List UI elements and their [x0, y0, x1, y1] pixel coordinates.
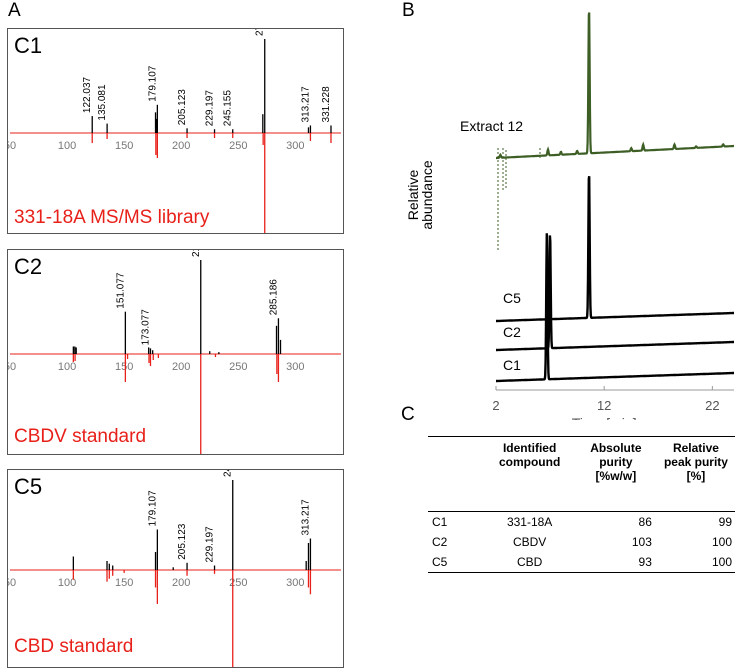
mz-tick-label: 50 [8, 361, 16, 373]
trace-label: Extract 12 [460, 118, 523, 134]
table-header-row: Identified compound Absolute purity [%w/… [428, 436, 735, 512]
spectrum-plot-c2: 50 100 150 200 250 300 151.077 173.077 217.123 28… [8, 250, 341, 454]
peak-mz-label: 179.107 [147, 65, 158, 102]
purity-table-container: Identified compound Absolute purity [%w/… [428, 436, 735, 573]
spectrum-title-c1: C1 [14, 33, 43, 58]
peak-mz-label: 217.123 [191, 250, 202, 257]
mz-tick-label: 150 [115, 361, 133, 373]
spectrum-title-c2: C2 [14, 254, 43, 279]
mz-tick-label: 200 [172, 140, 190, 152]
peak-mz-label: 229.197 [205, 526, 216, 563]
spectrum-panel-c1: 50 100 150 200 250 300 122.037 135.081 179.107 20… [7, 28, 344, 234]
mz-tick-label: 100 [58, 361, 76, 373]
mz-tick-label: 250 [229, 140, 247, 152]
peak-mz-label: 331.228 [321, 86, 332, 123]
peak-mz-label: 135.081 [97, 84, 108, 121]
peak-mz-label: 229.197 [205, 90, 216, 127]
purity-table: Identified compound Absolute purity [%w/… [428, 436, 735, 573]
peak-mz-label: 245.155 [223, 90, 234, 127]
chromatogram-trace [496, 233, 734, 383]
table-cell-id: C5 [428, 552, 484, 573]
table-cell-absolute-purity: 103 [631, 535, 652, 549]
table-cell-compound: CBDV [512, 535, 547, 549]
abundance-axis-label-line1: Relative [405, 170, 421, 221]
table-cell-compound: 331-18A [506, 515, 553, 529]
mz-tick-label: 300 [286, 577, 304, 589]
chromatogram-trace [496, 235, 734, 352]
table-cell-relative-purity: 100 [711, 535, 732, 549]
mz-tick-label: 100 [58, 140, 76, 152]
spectrum-footer-c2: CBDV standard [14, 426, 147, 447]
table-header-compound: Identified compound [483, 436, 576, 512]
spectrum-footer-c1: 331-18A MS/MS library [14, 207, 210, 228]
table-row: C5 CBD 93 100 [428, 552, 735, 573]
panel-label-a: A [8, 0, 21, 21]
table-cell-id: C2 [432, 535, 448, 549]
peak-mz-label: 205.123 [177, 89, 188, 126]
mz-tick-label: 300 [286, 361, 304, 373]
mz-tick-label: 50 [8, 577, 16, 589]
spectrum-plot-c1: 50 100 150 200 250 300 122.037 135.081 179.107 20… [8, 29, 341, 233]
abundance-axis-label-line2: abundance [419, 160, 435, 230]
mz-tick-label: 100 [58, 577, 76, 589]
chromatogram-plot: Extract 12 C5 C2 C1 2 12 22 Time [min] Relativea… [405, 12, 734, 420]
table-header-relative-purity: Relative peak purity [%] [655, 436, 735, 512]
table-cell-absolute-purity: 86 [638, 515, 652, 529]
peak-mz-label: 205.123 [177, 523, 188, 560]
peak-mz-label: 313.217 [300, 86, 311, 123]
trace-label: C2 [503, 324, 521, 340]
table-header-absolute-purity: Absolute purity [%w/w] [575, 436, 656, 512]
mz-tick-label: 300 [286, 140, 304, 152]
peak-mz-label: 273.186 [255, 29, 266, 36]
trace-label: C5 [503, 290, 521, 306]
panel-label-b: B [402, 0, 415, 21]
peak-mz-label: 179.107 [147, 490, 158, 527]
spectrum-title-c5: C5 [14, 474, 43, 499]
peak-mz-label: 173.077 [140, 309, 151, 346]
time-tick-label: 12 [597, 398, 611, 413]
spectrum-plot-c5: 50 100 150 200 250 300 179.107 205.123 229.197 24… [8, 470, 341, 667]
table-cell-id: C1 [432, 515, 448, 529]
panel-label-c: C [401, 404, 415, 425]
mz-tick-label: 150 [115, 577, 133, 589]
mz-tick-label: 50 [8, 140, 16, 152]
chromatogram-trace [496, 12, 734, 160]
peak-mz-label: 285.186 [268, 279, 279, 316]
mz-tick-label: 150 [115, 140, 133, 152]
table-row: C2 CBDV 103 100 [428, 532, 735, 552]
mz-tick-label: 250 [229, 361, 247, 373]
table-cell-compound: CBD [483, 552, 576, 573]
spectrum-panel-c2: 50 100 150 200 250 300 151.077 173.077 217.123 28… [7, 249, 344, 455]
mz-tick-label: 200 [172, 361, 190, 373]
chromatogram-trace [496, 176, 734, 323]
trace-label: C1 [503, 357, 521, 373]
time-tick-label: 22 [705, 398, 719, 413]
peak-mz-label: 151.077 [115, 272, 126, 309]
peak-mz-label: 313.217 [300, 499, 311, 536]
spectrum-footer-c5: CBD standard [14, 636, 134, 657]
peak-mz-label: 245.155 [223, 470, 234, 477]
mz-tick-label: 250 [229, 577, 247, 589]
mz-tick-label: 200 [172, 577, 190, 589]
spectrum-panel-c5: 50 100 150 200 250 300 179.107 205.123 229.197 24… [7, 469, 344, 668]
table-row: C1 331-18A 86 99 [428, 512, 735, 533]
time-axis-label: Time [min] [572, 415, 637, 420]
peak-mz-label: 122.037 [82, 76, 93, 113]
time-tick-label: 2 [492, 398, 499, 413]
table-cell-relative-purity: 99 [718, 515, 732, 529]
table-cell-absolute-purity: 93 [575, 552, 656, 573]
table-cell-relative-purity: 100 [655, 552, 735, 573]
table-header-id [428, 436, 484, 512]
